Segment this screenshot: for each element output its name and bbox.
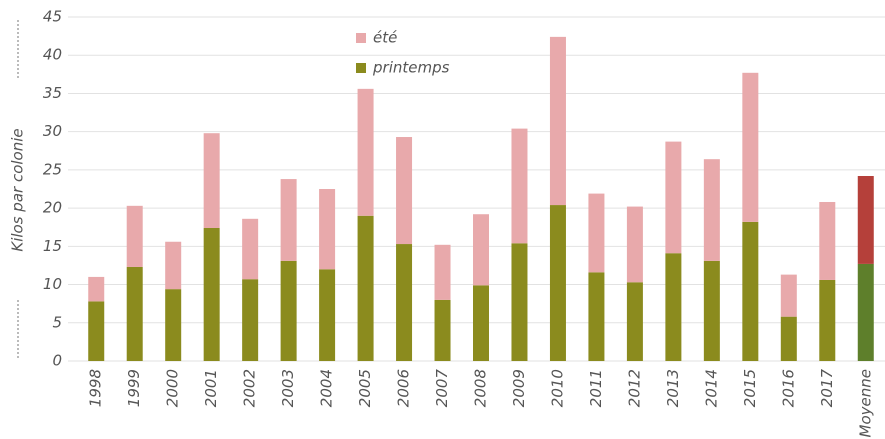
bar-segment xyxy=(203,133,220,228)
bar-segment xyxy=(665,141,682,254)
bar-segment xyxy=(242,218,259,280)
x-tick-label: 2016 xyxy=(779,369,797,407)
bar-segment xyxy=(511,243,528,361)
x-tick-label: 2015 xyxy=(741,369,759,407)
bar-segment xyxy=(126,266,143,361)
bar-segment xyxy=(626,206,643,283)
x-tick-label: 2012 xyxy=(625,369,643,407)
x-tick-label: 2010 xyxy=(548,369,566,407)
bar-segment xyxy=(396,137,413,245)
y-tick-label: 30 xyxy=(43,122,62,140)
x-tick-label: 2000 xyxy=(164,369,182,407)
bar-segment xyxy=(857,263,874,361)
bar-segment xyxy=(473,285,489,361)
bar-segment xyxy=(742,72,759,222)
bar-segment xyxy=(549,36,566,206)
bar-segment xyxy=(280,179,297,261)
bar-segment xyxy=(588,272,605,361)
x-tick-label: 2007 xyxy=(433,369,451,408)
x-tick-label: 2002 xyxy=(241,369,259,407)
bar-segment xyxy=(357,88,374,216)
bar-segment xyxy=(126,205,143,267)
y-tick-label: 15 xyxy=(43,237,62,255)
bar-segment xyxy=(88,301,105,361)
bar-segment xyxy=(242,279,259,361)
y-axis-label: Kilos par colonie xyxy=(9,128,27,251)
x-tick-label: 2008 xyxy=(472,369,490,407)
x-tick-label: 2013 xyxy=(664,369,682,407)
bar-segment xyxy=(703,260,720,361)
bar-segment xyxy=(549,205,566,361)
bar-segment xyxy=(819,279,836,361)
bar-segment xyxy=(780,274,797,317)
bar-segment xyxy=(396,244,413,361)
legend-swatch xyxy=(356,63,366,73)
x-tick-label: 2014 xyxy=(702,369,720,407)
x-tick-label: 2011 xyxy=(587,369,605,407)
bar-segment xyxy=(357,215,374,361)
y-tick-label: 40 xyxy=(43,46,62,64)
bar-segment xyxy=(319,189,336,270)
x-tick-label: 2005 xyxy=(356,369,374,407)
bar-segment xyxy=(742,221,759,361)
y-tick-label: 45 xyxy=(43,8,62,26)
bar-segment xyxy=(665,253,682,361)
y-tick-label: 25 xyxy=(43,160,62,178)
legend-swatch xyxy=(356,33,366,43)
y-tick-label: 20 xyxy=(43,199,62,217)
x-tick-label: 2009 xyxy=(510,369,528,407)
x-tick-label: 1998 xyxy=(87,369,105,407)
x-tick-label: 2017 xyxy=(818,369,836,408)
bar-segment xyxy=(165,241,182,290)
legend-label: printemps xyxy=(372,59,450,77)
bar-segment xyxy=(434,299,451,361)
y-tick-label: 35 xyxy=(43,84,62,102)
bar-segment xyxy=(473,214,489,286)
y-tick-label: 10 xyxy=(43,275,62,293)
bar-segment xyxy=(165,289,182,361)
bar-segment xyxy=(203,227,220,361)
x-tick-label: 2004 xyxy=(318,369,336,407)
bar-segment xyxy=(434,244,451,300)
x-tick-label: 2006 xyxy=(395,369,413,407)
bar-segment xyxy=(319,269,336,361)
x-tick-label: Moyenne xyxy=(856,369,874,437)
bar-segment xyxy=(280,260,297,361)
bar-segment xyxy=(819,201,836,280)
x-tick-label: 2003 xyxy=(279,369,297,407)
bar-segment xyxy=(588,193,605,273)
bar-segment xyxy=(88,276,105,302)
bar-segment xyxy=(511,128,528,244)
y-tick-label: 5 xyxy=(52,313,62,331)
x-tick-label: 2001 xyxy=(202,369,220,407)
bar-segment xyxy=(780,316,797,361)
bar-segment xyxy=(626,282,643,361)
bar-segment xyxy=(857,176,874,264)
x-tick-label: 1999 xyxy=(125,369,143,407)
y-tick-label: 0 xyxy=(52,352,62,370)
legend-label: été xyxy=(373,29,397,47)
bar-segment xyxy=(703,159,720,261)
